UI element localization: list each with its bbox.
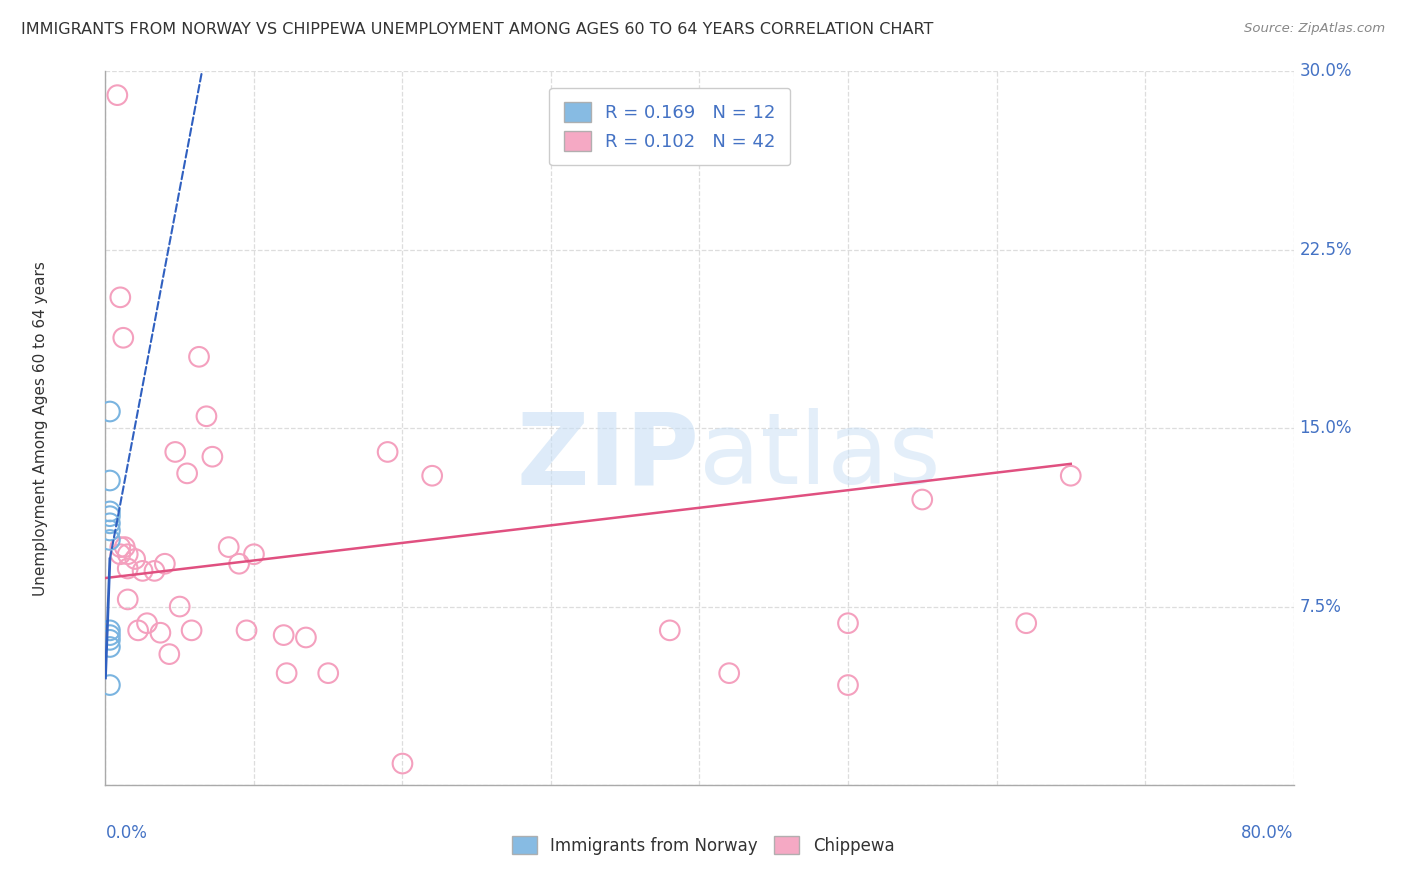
Point bbox=[420, 468, 443, 483]
Point bbox=[1015, 616, 1038, 631]
Text: 30.0%: 30.0% bbox=[1299, 62, 1353, 80]
Point bbox=[110, 290, 132, 304]
Legend: R = 0.169   N = 12, R = 0.102   N = 42: R = 0.169 N = 12, R = 0.102 N = 42 bbox=[550, 87, 790, 165]
Point bbox=[143, 564, 166, 578]
Point bbox=[176, 467, 198, 481]
Legend: Immigrants from Norway, Chippewa: Immigrants from Norway, Chippewa bbox=[505, 830, 901, 862]
Point bbox=[98, 632, 121, 647]
Point bbox=[105, 88, 128, 103]
Point bbox=[316, 666, 339, 681]
Point bbox=[98, 509, 121, 524]
Text: 0.0%: 0.0% bbox=[105, 824, 148, 842]
Point bbox=[837, 616, 859, 631]
Text: IMMIGRANTS FROM NORWAY VS CHIPPEWA UNEMPLOYMENT AMONG AGES 60 TO 64 YEARS CORREL: IMMIGRANTS FROM NORWAY VS CHIPPEWA UNEMP… bbox=[21, 22, 934, 37]
Point bbox=[98, 504, 121, 518]
Point bbox=[391, 756, 413, 771]
Text: atlas: atlas bbox=[700, 409, 941, 505]
Point bbox=[295, 631, 318, 645]
Point bbox=[188, 350, 211, 364]
Point bbox=[114, 540, 136, 554]
Text: 15.0%: 15.0% bbox=[1299, 419, 1353, 437]
Point bbox=[911, 492, 934, 507]
Point bbox=[110, 547, 132, 561]
Text: 80.0%: 80.0% bbox=[1241, 824, 1294, 842]
Point bbox=[658, 624, 681, 638]
Point bbox=[201, 450, 224, 464]
Point bbox=[117, 592, 139, 607]
Point bbox=[98, 524, 121, 538]
Point bbox=[180, 624, 202, 638]
Point bbox=[98, 628, 121, 642]
Text: Unemployment Among Ages 60 to 64 years: Unemployment Among Ages 60 to 64 years bbox=[32, 260, 48, 596]
Text: ZIP: ZIP bbox=[516, 409, 700, 505]
Point bbox=[235, 624, 257, 638]
Point bbox=[98, 516, 121, 531]
Point bbox=[110, 540, 132, 554]
Point bbox=[276, 666, 298, 681]
Point bbox=[98, 678, 121, 692]
Point bbox=[127, 624, 149, 638]
Point bbox=[243, 547, 266, 561]
Point bbox=[98, 404, 121, 418]
Point bbox=[837, 678, 859, 692]
Point bbox=[98, 474, 121, 488]
Point bbox=[157, 647, 180, 661]
Point bbox=[165, 445, 187, 459]
Point bbox=[1060, 468, 1083, 483]
Point bbox=[98, 533, 121, 547]
Text: Source: ZipAtlas.com: Source: ZipAtlas.com bbox=[1244, 22, 1385, 36]
Point bbox=[228, 557, 250, 571]
Point bbox=[149, 625, 172, 640]
Text: 22.5%: 22.5% bbox=[1299, 241, 1353, 259]
Point bbox=[377, 445, 399, 459]
Point bbox=[117, 547, 139, 561]
Point bbox=[169, 599, 191, 614]
Point bbox=[218, 540, 240, 554]
Point bbox=[195, 409, 218, 424]
Point bbox=[273, 628, 295, 642]
Point bbox=[98, 624, 121, 638]
Point bbox=[124, 552, 146, 566]
Point bbox=[112, 331, 135, 345]
Text: 7.5%: 7.5% bbox=[1299, 598, 1341, 615]
Point bbox=[98, 640, 121, 654]
Point bbox=[718, 666, 741, 681]
Point bbox=[136, 616, 159, 631]
Point bbox=[153, 557, 176, 571]
Point bbox=[131, 564, 153, 578]
Point bbox=[117, 561, 139, 575]
